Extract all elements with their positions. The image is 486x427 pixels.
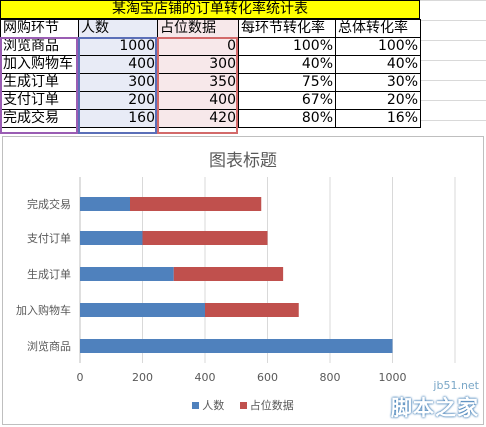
category-label: 浏览商品 (27, 339, 71, 353)
cell-step-rate[interactable]: 67% (238, 91, 336, 110)
cell-total-rate[interactable]: 30% (335, 73, 421, 92)
cell-step[interactable]: 完成交易 (0, 109, 79, 128)
table-header-row: 网购环节 人数 占位数据 每环节转化率 总体转化率 (0, 19, 421, 38)
cell-total-rate[interactable]: 40% (335, 55, 421, 74)
table-row: 加入购物车 400 300 40% 40% (0, 55, 421, 74)
empty-cells[interactable] (420, 0, 486, 135)
category-label: 支付订单 (27, 232, 71, 245)
bar-people (80, 267, 174, 281)
x-tick-label: 400 (195, 371, 216, 384)
cell-placeholder[interactable]: 0 (157, 37, 239, 56)
legend-item-people[interactable]: 人数 (192, 399, 224, 412)
table-title[interactable]: 某淘宝店铺的订单转化率统计表 (0, 0, 420, 19)
cell-total-rate[interactable]: 20% (335, 91, 421, 110)
legend-item-placeholder[interactable]: 占位数据 (239, 399, 294, 412)
bar-placeholder (130, 197, 262, 211)
watermark: jb51.net 脚本之家 (391, 379, 479, 422)
cell-placeholder[interactable]: 350 (157, 73, 239, 92)
bar-people (80, 197, 130, 211)
cell-step[interactable]: 生成订单 (0, 73, 79, 92)
watermark-logo: 脚本之家 (391, 396, 479, 420)
bar-placeholder (205, 303, 299, 317)
table-row: 支付订单 200 400 67% 20% (0, 91, 421, 110)
watermark-site: jb51.net (433, 379, 479, 392)
x-tick-label: 1000 (379, 371, 407, 384)
bar-people (80, 303, 205, 317)
cell-step[interactable]: 浏览商品 (0, 37, 79, 56)
chart-area[interactable]: 图表标题 0 200 400 600 800 1000 浏览商品 加入购物车 生成订单 支付订单 完… (2, 136, 484, 425)
cell-placeholder[interactable]: 300 (157, 55, 239, 74)
cell-step[interactable]: 支付订单 (0, 91, 79, 110)
cell-total-rate[interactable]: 100% (335, 37, 421, 56)
legend-label-people: 人数 (202, 399, 225, 412)
header-cell[interactable]: 总体转化率 (335, 19, 421, 38)
bar-people (80, 339, 393, 353)
header-cell[interactable]: 网购环节 (0, 19, 79, 38)
category-label: 完成交易 (27, 197, 71, 211)
table-row: 浏览商品 1000 0 100% 100% (0, 37, 421, 56)
cell-step[interactable]: 加入购物车 (0, 55, 79, 74)
x-tick-label: 600 (257, 371, 278, 384)
cell-total-rate[interactable]: 16% (335, 109, 421, 128)
chart-plot[interactable]: 0 200 400 600 800 1000 浏览商品 加入购物车 生成订单 支付订单 完成交易 (3, 137, 483, 424)
category-label: 加入购物车 (16, 303, 71, 317)
cell-placeholder[interactable]: 400 (157, 91, 239, 110)
cell-step-rate[interactable]: 80% (238, 109, 336, 128)
cell-people[interactable]: 200 (78, 91, 158, 110)
legend-label-placeholder: 占位数据 (249, 399, 294, 412)
bar-placeholder (173, 267, 284, 281)
data-table: 网购环节 人数 占位数据 每环节转化率 总体转化率 浏览商品 1000 0 10… (0, 19, 421, 128)
cell-people[interactable]: 1000 (78, 37, 158, 56)
table-row: 生成订单 300 350 75% 30% (0, 73, 421, 92)
chart-title[interactable]: 图表标题 (209, 151, 277, 171)
cell-people[interactable]: 300 (78, 73, 158, 92)
x-tick-label: 0 (77, 371, 84, 384)
x-tick-label: 200 (132, 371, 153, 384)
cell-step-rate[interactable]: 75% (238, 73, 336, 92)
cell-step-rate[interactable]: 100% (238, 37, 336, 56)
table-row: 完成交易 160 420 80% 16% (0, 109, 421, 128)
cell-people[interactable]: 160 (78, 109, 158, 128)
x-tick-label: 800 (320, 371, 341, 384)
category-label: 生成订单 (27, 267, 71, 281)
cell-step-rate[interactable]: 40% (238, 55, 336, 74)
header-cell[interactable]: 每环节转化率 (238, 19, 336, 38)
header-cell[interactable]: 人数 (78, 19, 158, 38)
legend-swatch-placeholder (239, 402, 247, 409)
bar-placeholder (142, 231, 268, 245)
cell-people[interactable]: 400 (78, 55, 158, 74)
header-cell[interactable]: 占位数据 (157, 19, 239, 38)
chart-legend[interactable]: 人数 占位数据 (3, 397, 483, 413)
cell-placeholder[interactable]: 420 (157, 109, 239, 128)
bar-people (80, 231, 143, 245)
legend-swatch-people (192, 402, 200, 409)
spreadsheet[interactable]: 某淘宝店铺的订单转化率统计表 网购环节 人数 占位数据 每环节转化率 总体转化率… (0, 0, 486, 135)
